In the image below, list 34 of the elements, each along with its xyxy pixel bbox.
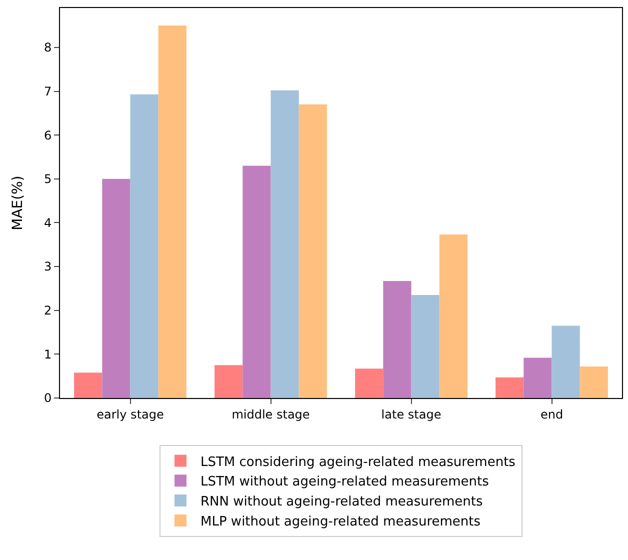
bar bbox=[158, 26, 186, 398]
bar bbox=[270, 90, 299, 398]
y-tick-label: 6 bbox=[44, 128, 52, 142]
bar bbox=[496, 377, 524, 398]
y-tick-label: 5 bbox=[44, 172, 52, 186]
y-tick-label: 7 bbox=[44, 84, 52, 98]
y-tick-label: 3 bbox=[44, 260, 52, 274]
bar bbox=[74, 372, 102, 398]
bar bbox=[298, 104, 327, 398]
bar bbox=[102, 178, 130, 398]
y-tick-label: 1 bbox=[44, 347, 52, 362]
x-tick-label: late stage bbox=[381, 407, 442, 422]
bar bbox=[580, 366, 608, 398]
x-tick-label: end bbox=[540, 407, 564, 422]
legend-label: LSTM considering ageing-related measurements bbox=[200, 454, 516, 470]
y-axis-title: MAE(%) bbox=[10, 176, 26, 230]
bar bbox=[130, 94, 158, 398]
legend-label: RNN without ageing-related measurements bbox=[200, 494, 483, 510]
bar bbox=[552, 326, 580, 398]
y-tick-label: 4 bbox=[44, 216, 52, 230]
legend-label: LSTM without ageing-related measurements bbox=[200, 474, 490, 490]
y-tick-label: 8 bbox=[44, 40, 52, 55]
y-tick-label: 0 bbox=[44, 391, 52, 406]
legend-label: MLP without ageing-related measurements bbox=[200, 514, 481, 530]
bar bbox=[524, 358, 552, 398]
bar bbox=[242, 166, 271, 398]
bar bbox=[383, 281, 412, 398]
x-tick-label: early stage bbox=[96, 407, 164, 422]
bar bbox=[214, 365, 243, 398]
bar bbox=[411, 295, 440, 398]
bar bbox=[439, 234, 468, 398]
bar bbox=[355, 368, 384, 398]
x-tick-label: middle stage bbox=[232, 407, 310, 422]
y-tick-label: 2 bbox=[44, 304, 52, 318]
